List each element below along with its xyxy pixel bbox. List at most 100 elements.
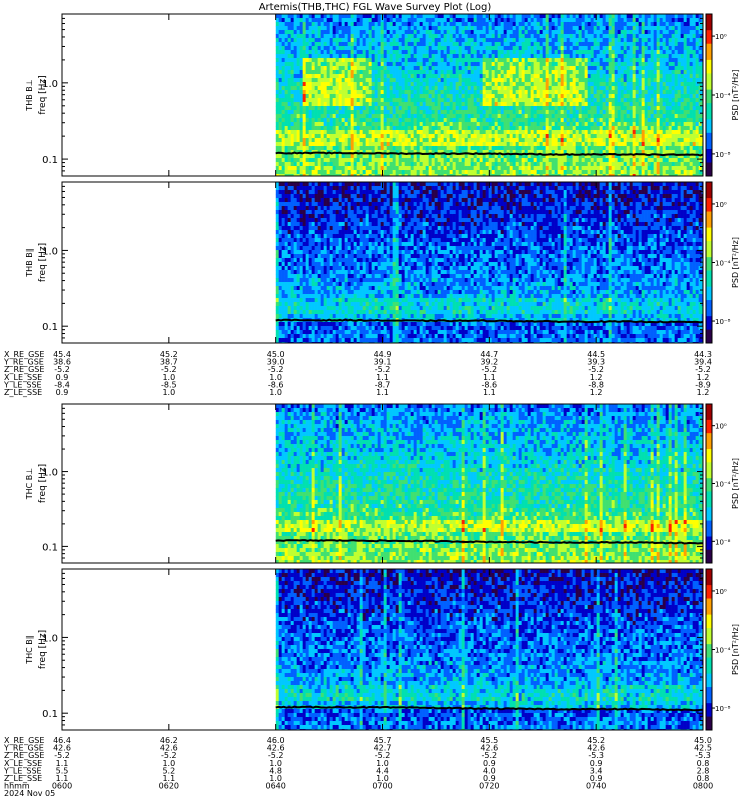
ephemeris-value: 38.7 — [160, 358, 178, 367]
colorbar-cell — [706, 235, 712, 239]
ephemeris-value: -5.2 — [268, 751, 284, 760]
colorbar-cell — [706, 719, 712, 723]
ephemeris-value: 1.1 — [376, 388, 389, 397]
ephemeris-value: -5.2 — [482, 751, 498, 760]
time-tick-label: 0720 — [479, 782, 499, 791]
ephemeris-row-label: Z_RE_GSE — [4, 365, 44, 374]
ephemeris-value: 42.6 — [587, 744, 605, 753]
colorbar-cell — [706, 438, 712, 442]
colorbar-cell — [706, 59, 712, 64]
colorbar-cell — [706, 510, 712, 514]
colorbar-cell — [706, 427, 712, 431]
colorbar-cell — [706, 633, 712, 637]
colorbar-cell — [706, 507, 712, 511]
ephemeris-value: 44.5 — [587, 350, 605, 359]
y-tick-label: 1.0 — [42, 79, 58, 90]
ephemeris-value: -5.2 — [54, 365, 70, 374]
cyclotron-frequency-line — [275, 318, 704, 324]
colorbar-cell — [706, 574, 712, 578]
colorbar-tick-label: 10⁰ — [715, 423, 727, 431]
colorbar-cell — [706, 230, 712, 234]
colorbar-cell — [706, 113, 712, 118]
colorbar-cell — [706, 652, 712, 656]
ephemeris-value: 42.7 — [374, 744, 392, 753]
colorbar-cell — [706, 533, 712, 537]
ephemeris-row-label: X_LE_SSE — [4, 759, 42, 768]
y-tick-label: 0.1 — [42, 155, 58, 166]
ephemeris-value: 45.4 — [53, 350, 71, 359]
colorbar-cell — [706, 724, 712, 728]
colorbar-cell — [706, 187, 712, 191]
colorbar-cell — [706, 119, 712, 123]
colorbar-cell — [706, 27, 712, 31]
ephemeris-value: -5.2 — [695, 365, 711, 374]
y-tick-label: 0.1 — [42, 322, 58, 333]
colorbar-cell — [706, 606, 712, 610]
colorbar-cell — [706, 259, 712, 263]
ephemeris-row-label: Y_RE_GSE — [3, 744, 44, 753]
colorbar-cell — [706, 425, 712, 429]
colorbar-cell — [706, 571, 712, 575]
colorbar-cell — [706, 24, 712, 28]
colorbar-cell — [706, 151, 712, 155]
colorbar-cell — [706, 462, 712, 466]
spectrogram-panel: 1.0 0.1 THB B⊥ freq [Hz] 10⁰ 10⁻⁴ 10⁻⁸ PSD [nT²… — [25, 13, 740, 177]
colorbar-cell — [706, 154, 712, 158]
colorbar: 10⁰ 10⁻⁴ 10⁻⁸ PSD [nT²/Hz] — [705, 181, 740, 344]
colorbar-cell — [706, 257, 712, 261]
colorbar-cell — [706, 89, 712, 93]
y-tick-label: 0.1 — [42, 542, 58, 553]
ephemeris-value: 46.4 — [53, 736, 71, 745]
colorbar-cell — [706, 636, 712, 640]
ephemeris-value: 45.2 — [160, 350, 178, 359]
colorbar-cell — [706, 657, 712, 661]
spectrogram-image — [275, 404, 703, 563]
ephemeris-row-label: Z_RE_GSE — [4, 751, 44, 760]
colorbar-cell — [706, 100, 712, 104]
colorbar-cell — [706, 92, 712, 96]
colorbar-cell — [706, 430, 712, 434]
ephemeris-value: -5.2 — [375, 365, 391, 374]
ephemeris-value: 1.2 — [590, 388, 603, 397]
colorbar-cell — [706, 206, 712, 210]
colorbar-cell — [706, 192, 712, 196]
ephemeris-tables: X_RE_GSE 45.4 45.2 45.0 44.9 44.7 44.5 44.3 Y_RE… — [3, 350, 713, 798]
colorbar-cell — [706, 275, 712, 280]
colorbar-cell — [706, 525, 712, 530]
date-label: 2024 Nov 05 — [4, 789, 55, 798]
colorbar-cell — [706, 496, 712, 500]
spectrogram-image — [275, 569, 703, 730]
colorbar-cell — [706, 609, 712, 613]
ephemeris-value: 1.1 — [483, 373, 496, 382]
colorbar-cell — [706, 57, 712, 61]
colorbar: 10⁰ 10⁻⁴ 10⁻⁸ PSD [nT²/Hz] — [705, 13, 740, 177]
colorbar-cell — [706, 646, 712, 650]
colorbar-cell — [706, 435, 712, 439]
colorbar-cell — [706, 62, 712, 66]
ephemeris-value: 1.0 — [376, 759, 389, 768]
ephemeris-value: 45.0 — [267, 350, 285, 359]
ephemeris-row-label: Z_LE_SSE — [4, 774, 42, 783]
colorbar-tick-label: 10⁻⁴ — [715, 481, 731, 489]
colorbar-cell — [706, 684, 712, 688]
colorbar-cell — [706, 486, 712, 490]
colorbar-cell — [706, 449, 712, 453]
colorbar-cell — [706, 443, 712, 447]
colorbar-label: PSD [nT²/Hz] — [731, 237, 740, 288]
colorbar-label: PSD [nT²/Hz] — [731, 70, 740, 121]
colorbar-cell — [706, 195, 712, 199]
colorbar-cell — [706, 76, 712, 80]
colorbar-cell — [706, 211, 712, 215]
colorbar-cell — [706, 475, 712, 479]
colorbar-cell — [706, 670, 712, 675]
colorbar-cell — [706, 190, 712, 194]
ephemeris-value: 45.5 — [480, 736, 498, 745]
colorbar-cell — [706, 318, 712, 323]
colorbar-cell — [706, 143, 712, 147]
colorbar-cell — [706, 528, 712, 532]
colorbar-cell — [706, 214, 712, 218]
colorbar-cell — [706, 130, 712, 134]
colorbar-cell — [706, 703, 712, 707]
colorbar-cell — [706, 149, 712, 153]
colorbar-cell — [706, 97, 712, 101]
